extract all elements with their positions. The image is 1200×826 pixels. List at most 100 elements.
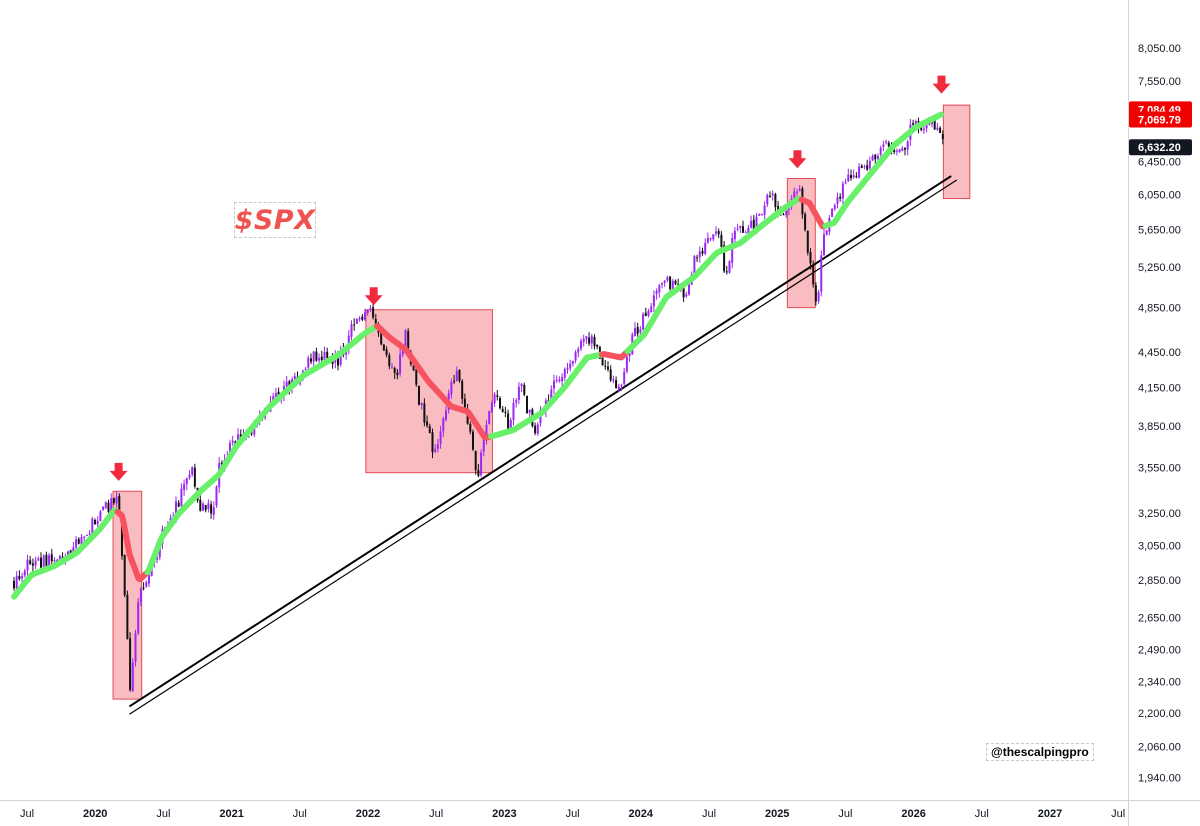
candle-body	[315, 351, 318, 361]
candle-body	[293, 376, 296, 380]
candle	[423, 398, 426, 427]
candle	[34, 556, 37, 570]
highlight-boxes	[112, 104, 971, 700]
candle-body	[77, 538, 80, 544]
candle	[369, 305, 372, 312]
candle	[507, 409, 510, 432]
candle-body	[725, 271, 728, 273]
candle	[806, 230, 809, 256]
candle	[304, 367, 307, 371]
y-tick-label: 6,450.00	[1138, 157, 1181, 169]
candle-body	[401, 348, 404, 355]
candle	[760, 213, 763, 216]
candle-body	[39, 557, 42, 568]
candle-body	[852, 175, 855, 178]
candle	[903, 147, 906, 156]
candle-body	[650, 306, 653, 313]
candle-body	[704, 242, 707, 254]
candle-body	[126, 594, 129, 640]
candle	[50, 548, 53, 566]
candle-body	[666, 277, 669, 281]
candle-body	[129, 638, 132, 690]
candle	[615, 376, 618, 389]
candle-body	[579, 340, 582, 349]
candle	[137, 598, 140, 636]
candle-body	[817, 291, 820, 302]
candle-body	[115, 496, 118, 504]
candle-body	[901, 148, 904, 151]
candle-body	[612, 379, 615, 381]
candle-body	[849, 175, 852, 179]
candle	[814, 282, 817, 306]
candle	[701, 247, 704, 256]
candle-body	[455, 370, 458, 381]
candle	[555, 375, 558, 383]
candle-body	[31, 563, 34, 566]
candle	[855, 172, 858, 179]
candle	[85, 534, 88, 537]
candle-body	[755, 216, 758, 230]
ma-bullish-segment	[11, 507, 121, 600]
candle-body	[866, 165, 869, 170]
candle-body	[253, 426, 256, 435]
candle	[353, 318, 356, 331]
y-tick-label: 4,450.00	[1138, 347, 1181, 359]
candle-body	[358, 317, 361, 320]
candle	[512, 398, 515, 426]
candle-body	[879, 147, 882, 155]
candle-body	[593, 336, 596, 347]
candle-body	[239, 434, 242, 439]
candle	[415, 366, 418, 387]
candle	[453, 374, 456, 384]
candle	[285, 376, 288, 388]
candle	[536, 422, 539, 436]
candle-body	[123, 555, 126, 596]
candle-body	[517, 386, 520, 400]
ma-bearish-segment	[114, 508, 151, 583]
candle-body	[145, 582, 148, 587]
down-arrow-marker-3	[788, 150, 807, 169]
candle-body	[836, 197, 839, 204]
candle-body	[274, 393, 277, 398]
candle	[768, 191, 771, 198]
candle-body	[69, 550, 72, 554]
candle	[212, 501, 215, 520]
candle-body	[477, 470, 480, 476]
candle-body	[515, 400, 518, 403]
candle-body	[812, 264, 815, 285]
candle	[906, 139, 909, 156]
y-tick-label: 1,940.00	[1138, 772, 1181, 784]
candle	[795, 188, 798, 197]
candle-body	[450, 382, 453, 395]
candle-body	[558, 379, 561, 382]
candle-body	[177, 502, 180, 507]
candle-body	[18, 575, 21, 580]
candle-body	[469, 423, 472, 432]
price-axis-panel	[1128, 0, 1200, 826]
y-tick-label: 2,060.00	[1138, 742, 1181, 754]
candle-body	[434, 448, 437, 452]
candle-body	[353, 324, 356, 326]
candle-body	[142, 587, 145, 589]
candle	[650, 302, 653, 313]
candle	[93, 518, 96, 525]
candle-body	[569, 363, 572, 369]
y-tick-label: 2,850.00	[1138, 575, 1181, 587]
candle	[177, 500, 180, 508]
candle	[501, 405, 504, 413]
candle-body	[798, 189, 801, 191]
candle-body	[712, 234, 715, 240]
candle-body	[309, 358, 312, 362]
candle-body	[380, 331, 383, 345]
candle	[741, 220, 744, 233]
candle	[874, 153, 877, 164]
candle	[385, 346, 388, 358]
candle-body	[525, 395, 528, 414]
candle	[731, 232, 734, 269]
candle-body	[566, 367, 569, 370]
candle	[145, 580, 148, 588]
candle-body	[75, 539, 78, 548]
candle-body	[37, 558, 40, 561]
